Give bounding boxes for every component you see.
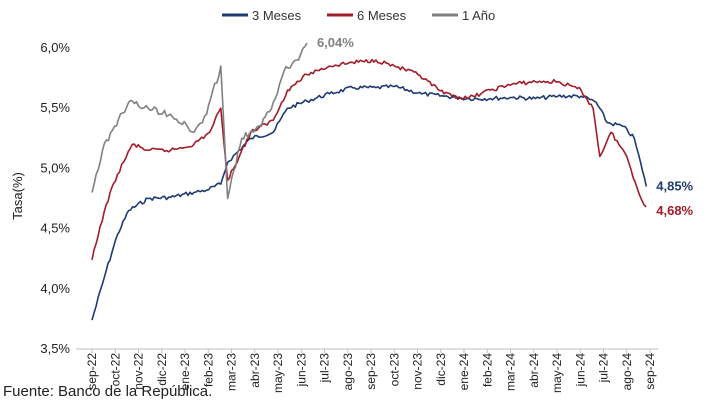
x-tick-label: feb-23 [201, 353, 215, 387]
x-tick-label: mar-24 [504, 353, 518, 391]
y-tick-label: 4,5% [40, 221, 70, 236]
x-tick-label: sep-22 [85, 353, 99, 390]
x-tick-label: jul-23 [318, 353, 332, 384]
y-tick-label: 5,5% [40, 100, 70, 115]
series-line-6-meses [91, 58, 647, 261]
y-tick-label: 4,0% [40, 281, 70, 296]
x-tick-label: abr-24 [527, 353, 541, 388]
legend-label-6-meses: 6 Meses [357, 8, 407, 23]
series-line-1-ano [91, 42, 308, 200]
x-tick-label: abr-23 [248, 353, 262, 388]
x-axis-ticks: sep-22 oct-22 nov-22 dic-22 ene-23 feb-23 mar-… [85, 349, 657, 393]
legend: 3 Meses 6 Meses 1 Año [222, 8, 495, 23]
x-tick-label: dic-22 [155, 353, 169, 386]
x-tick-label: nov-23 [411, 353, 425, 390]
x-tick-label: sep-23 [364, 353, 378, 390]
x-tick-label: mar-23 [225, 353, 239, 391]
x-tick-label: may-24 [550, 353, 564, 393]
x-tick-label: ene-24 [457, 353, 471, 391]
x-tick-label: sep-24 [643, 353, 657, 390]
end-value-label: 4,68% [656, 203, 693, 218]
x-tick-label: dic-23 [434, 353, 448, 386]
legend-label-3-meses: 3 Meses [252, 8, 302, 23]
legend-label-1-ano: 1 Año [462, 8, 495, 23]
x-tick-label: may-23 [271, 353, 285, 393]
series-lines [91, 42, 648, 321]
x-tick-label: oct-22 [108, 353, 122, 387]
y-tick-label: 6,0% [40, 40, 70, 55]
y-axis-ticks: 3,5% 4,0% 4,5% 5,0% 5,5% 6,0% [40, 40, 70, 356]
series-line-3-meses [91, 84, 648, 321]
x-tick-label: feb-24 [480, 353, 494, 387]
x-tick-label: ago-24 [620, 353, 634, 391]
x-tick-label: jul-24 [597, 353, 611, 384]
x-tick-label: nov-22 [132, 353, 146, 390]
x-tick-label: ago-23 [341, 353, 355, 391]
y-tick-label: 5,0% [40, 160, 70, 175]
x-tick-label: jun-23 [294, 353, 308, 388]
y-tick-label: 3,5% [40, 341, 70, 356]
x-tick-label: oct-23 [387, 353, 401, 387]
end-labels: 6,04% 4,85% 4,68% [317, 35, 694, 218]
x-tick-label: jun-24 [573, 353, 587, 388]
end-value-label: 4,85% [656, 178, 693, 193]
x-tick-label: ene-23 [178, 353, 192, 391]
y-axis-label: Tasa(%) [10, 172, 25, 220]
end-value-label: 6,04% [317, 35, 354, 50]
source-note: Fuente: Banco de la República. [3, 383, 213, 400]
